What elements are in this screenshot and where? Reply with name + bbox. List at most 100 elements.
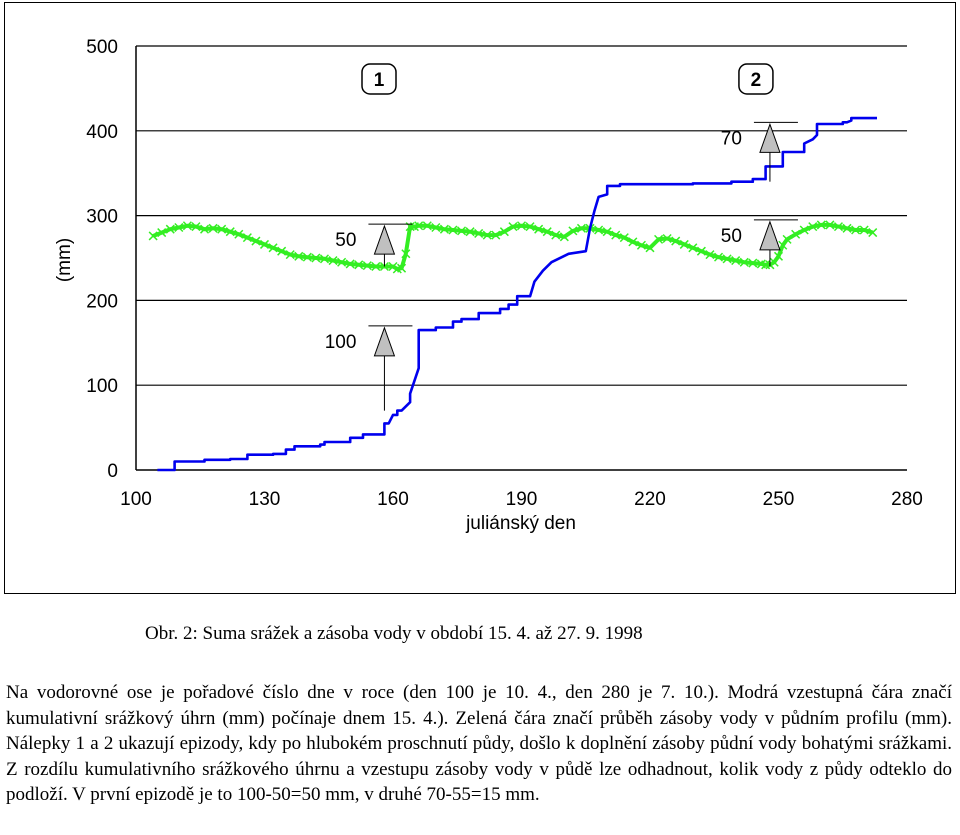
x-tick-label: 280 [891, 489, 923, 510]
annotation-arrowhead [373, 224, 396, 255]
x-tick-label: 100 [120, 489, 152, 510]
soil-water-point [842, 223, 852, 233]
soil-water-point [345, 259, 355, 269]
soil-water-point [816, 220, 826, 230]
figure-caption: Obr. 2: Suma srážek a zásoba vody v obdo… [145, 623, 643, 644]
soil-water-point [645, 243, 655, 253]
soil-water-point [602, 227, 612, 237]
soil-water-point [559, 232, 569, 242]
soil-water-point [705, 250, 715, 260]
soil-water-point [799, 225, 809, 235]
soil-water-point [654, 234, 664, 244]
soil-water-point [337, 257, 347, 267]
soil-water-point [791, 229, 801, 239]
soil-water-point [808, 222, 818, 232]
soil-water-point [491, 230, 501, 240]
soil-water-point [576, 223, 586, 233]
soil-water-point [769, 257, 779, 267]
soil-water-point [208, 223, 218, 233]
soil-water-point [277, 246, 287, 256]
soil-water-point [778, 240, 788, 250]
y-tick-label: 400 [86, 122, 118, 143]
soil-water-point [714, 252, 724, 262]
soil-water-point [165, 224, 175, 234]
annotation-label: 50 [721, 226, 742, 247]
annotation-arrowhead [759, 122, 781, 153]
soil-water-point [191, 222, 201, 232]
y-tick-label: 300 [86, 207, 118, 228]
soil-water-point [234, 229, 244, 239]
soil-water-point [319, 254, 329, 264]
figure-frame [4, 2, 956, 594]
soil-water-point [294, 251, 304, 261]
x-tick-label: 220 [634, 489, 666, 510]
y-tick-label: 100 [86, 376, 118, 397]
soil-water-point [225, 227, 235, 237]
soil-water-point [285, 250, 295, 260]
soil-water-point [354, 260, 364, 270]
soil-water-point [516, 221, 527, 231]
soil-water-point [251, 236, 261, 246]
soil-water-point [748, 258, 758, 268]
y-tick-label: 200 [86, 291, 118, 312]
soil-water-point [859, 225, 869, 235]
soil-water-point [362, 261, 372, 271]
soil-water-point [157, 228, 167, 238]
x-tick-label: 160 [377, 489, 409, 510]
soil-water-point [525, 222, 535, 232]
soil-water-point [611, 230, 621, 240]
soil-water-point [328, 256, 338, 266]
figure-description: Na vodorovné ose je pořadové číslo dne v… [6, 682, 952, 805]
soil-water-point [439, 224, 449, 234]
soil-water-point [868, 228, 878, 238]
y-tick-label: 500 [86, 37, 118, 58]
x-tick-label: 250 [763, 489, 795, 510]
soil-water-point [465, 227, 475, 237]
soil-water-point [722, 254, 732, 264]
soil-water-point [311, 253, 321, 263]
soil-water-point [739, 257, 749, 267]
soil-water-point [268, 243, 278, 253]
soil-water-point [825, 220, 835, 230]
episode-marker-label: 2 [751, 70, 762, 91]
soil-water-point [688, 243, 698, 253]
episode-marker-box [738, 63, 774, 95]
soil-water-point [371, 261, 381, 272]
soil-water-point [422, 221, 432, 231]
soil-water-point [594, 225, 604, 235]
soil-water-point [401, 249, 411, 259]
annotation-label: 100 [325, 332, 357, 353]
soil-water-point [833, 222, 843, 232]
soil-water-point [217, 224, 227, 234]
soil-water-point [731, 256, 741, 266]
annotation-arrowhead [759, 220, 781, 251]
soil-water-point [474, 228, 484, 238]
soil-water-point [499, 227, 509, 237]
soil-water-point [302, 252, 312, 262]
soil-water-point [200, 224, 210, 234]
episode-marker-box [361, 63, 397, 95]
soil-water-point [431, 222, 441, 233]
x-tick-label: 130 [249, 489, 281, 510]
soil-water-point [534, 224, 544, 234]
soil-water-point [448, 225, 458, 235]
annotation-label: 50 [335, 230, 356, 251]
y-tick-label: 0 [107, 461, 118, 482]
soil-water-point [628, 237, 638, 247]
episode-marker-label: 1 [374, 70, 385, 91]
soil-water-point [696, 246, 706, 256]
soil-water-point [679, 239, 689, 249]
soil-water-point [773, 251, 784, 261]
soil-water-point [568, 226, 578, 236]
soil-water-point [851, 225, 861, 235]
annotation-arrowhead [373, 326, 396, 357]
y-axis-label: (mm) [54, 238, 75, 282]
x-axis-label: juliánský den [465, 513, 576, 534]
annotation-label: 70 [721, 128, 742, 149]
soil-water-point [174, 222, 184, 233]
soil-water-point [551, 230, 561, 240]
x-tick-label: 190 [506, 489, 538, 510]
soil-water-point [542, 227, 552, 237]
soil-water-point [242, 233, 252, 243]
